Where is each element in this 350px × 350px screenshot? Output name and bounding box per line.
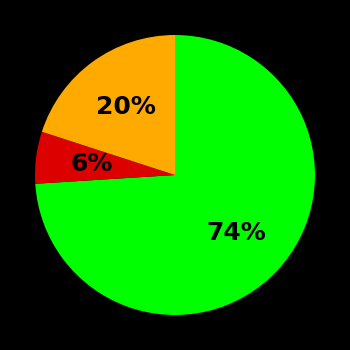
Text: 6%: 6% (70, 153, 113, 176)
Wedge shape (42, 35, 175, 175)
Text: 20%: 20% (96, 95, 155, 119)
Text: 74%: 74% (206, 220, 266, 245)
Wedge shape (35, 132, 175, 184)
Wedge shape (35, 35, 315, 315)
